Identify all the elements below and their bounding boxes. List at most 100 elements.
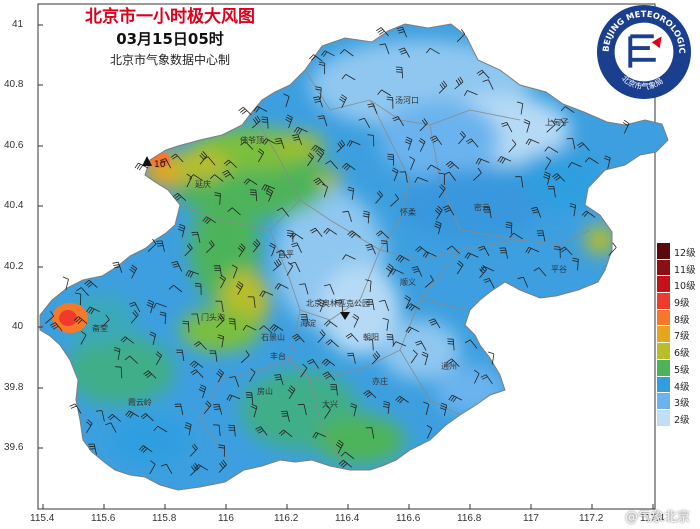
wind-barb (307, 358, 320, 369)
wind-barb (342, 210, 352, 222)
wind-barb (191, 231, 201, 243)
wind-barb (74, 292, 82, 306)
wind-barb (536, 230, 546, 242)
wind-barb (212, 403, 223, 415)
wind-barb (272, 258, 282, 272)
wind-barb (551, 173, 565, 182)
meteorological-service-seal: BEIJING METEOROLOGICAL SERVICE 北京市气象局 (595, 3, 692, 100)
wind-barb (293, 126, 308, 135)
wind-barb (95, 410, 105, 422)
wind-barb (184, 422, 192, 436)
wind-barb (251, 115, 261, 129)
wind-barb (395, 66, 403, 79)
wind-barb (307, 152, 315, 167)
wind-barb (517, 276, 529, 288)
wind-barb (456, 28, 466, 43)
wind-barb (426, 424, 433, 439)
wind-barb (499, 247, 508, 259)
map-producer: 北京市气象数据中心制 (109, 53, 230, 67)
wind-barb (544, 146, 559, 153)
legend-row-7: 7级 (657, 326, 697, 344)
wind-barb (185, 270, 200, 278)
wind-barb (216, 368, 224, 383)
wind-barb (560, 106, 575, 114)
wind-barb (345, 333, 359, 342)
wind-barb (209, 174, 224, 182)
wind-barb (380, 240, 388, 253)
y-tick-39.8: 39.8 (4, 382, 24, 393)
y-tick-40.8: 40.8 (4, 79, 24, 90)
wind-barb (352, 313, 360, 328)
wind-barb (215, 300, 224, 313)
legend-row-5: 5级 (657, 359, 697, 377)
wind-barb (386, 96, 394, 109)
map-time: 03月15日05时 (116, 30, 224, 48)
wind-barb (128, 301, 141, 313)
wind-barb (396, 26, 408, 38)
wind-barb (222, 169, 235, 180)
wind-barb (217, 334, 225, 348)
wind-barb (426, 47, 440, 55)
place-label-yanqing: 延庆 (195, 179, 211, 189)
wind-barb (182, 320, 190, 333)
place-label-changping: 昌平 (278, 250, 294, 259)
wind-barb (335, 439, 344, 454)
wind-barb (300, 363, 308, 378)
legend-row-3: 3级 (657, 393, 697, 410)
legend-row-4: 4级 (657, 376, 697, 394)
wind-barb (544, 156, 552, 171)
legend-row-9: 9级 (657, 293, 697, 310)
wind-barb (584, 157, 599, 164)
wind-barb (442, 205, 455, 216)
wind-barb (501, 122, 513, 133)
wind-barb (184, 243, 193, 257)
wind-barb (525, 247, 540, 254)
wind-barb (399, 171, 408, 183)
wind-barb (250, 403, 258, 418)
wind-barb (350, 403, 357, 417)
wind-barb (447, 338, 455, 351)
wind-barb (259, 290, 274, 298)
place-label-pinggu: 平谷 (551, 265, 567, 274)
wind-barb (325, 339, 339, 348)
wind-barb (317, 115, 328, 127)
wind-barb (338, 459, 353, 468)
wind-barb (190, 462, 199, 476)
wind-barb (566, 138, 576, 150)
wind-barb (149, 460, 156, 475)
wind-barb (228, 318, 236, 331)
wind-barb (516, 101, 524, 115)
wind-barb (362, 210, 370, 224)
wind-barb (101, 314, 110, 328)
wind-barb (269, 242, 276, 257)
wind-barb (569, 203, 577, 217)
wind-barb (395, 254, 410, 263)
wind-barb (84, 279, 98, 288)
wind-barb (160, 463, 173, 474)
wind-barb (622, 119, 630, 134)
y-tick-41: 41 (12, 19, 24, 30)
wind-scale-legend: 12级 11级 10级 9级 8级 7级 6级 5级 4级 3级 2级 (657, 243, 697, 427)
wind-barb (147, 238, 157, 252)
wind-barb (140, 413, 154, 422)
wind-barb (406, 303, 421, 311)
wind-barb (231, 264, 238, 279)
wind-barb (392, 116, 404, 127)
wind-barb (387, 153, 394, 166)
wind-barb (325, 160, 339, 170)
wind-barb (410, 349, 418, 364)
x-tick-116.6: 116.6 (396, 513, 421, 524)
place-label-fengtai: 丰台 (270, 351, 286, 361)
wind-barb (464, 339, 478, 349)
wind-barb (153, 425, 168, 433)
wind-barb (278, 429, 293, 438)
wind-barb (69, 403, 82, 414)
y-tick-40.4: 40.4 (4, 200, 24, 211)
wind-barb (218, 459, 227, 473)
wind-barb (143, 370, 157, 379)
wind-barb (382, 317, 389, 331)
wind-barb (227, 207, 241, 216)
wind-barb (379, 43, 390, 55)
wind-barb (112, 261, 123, 273)
wind-barb (423, 401, 430, 416)
